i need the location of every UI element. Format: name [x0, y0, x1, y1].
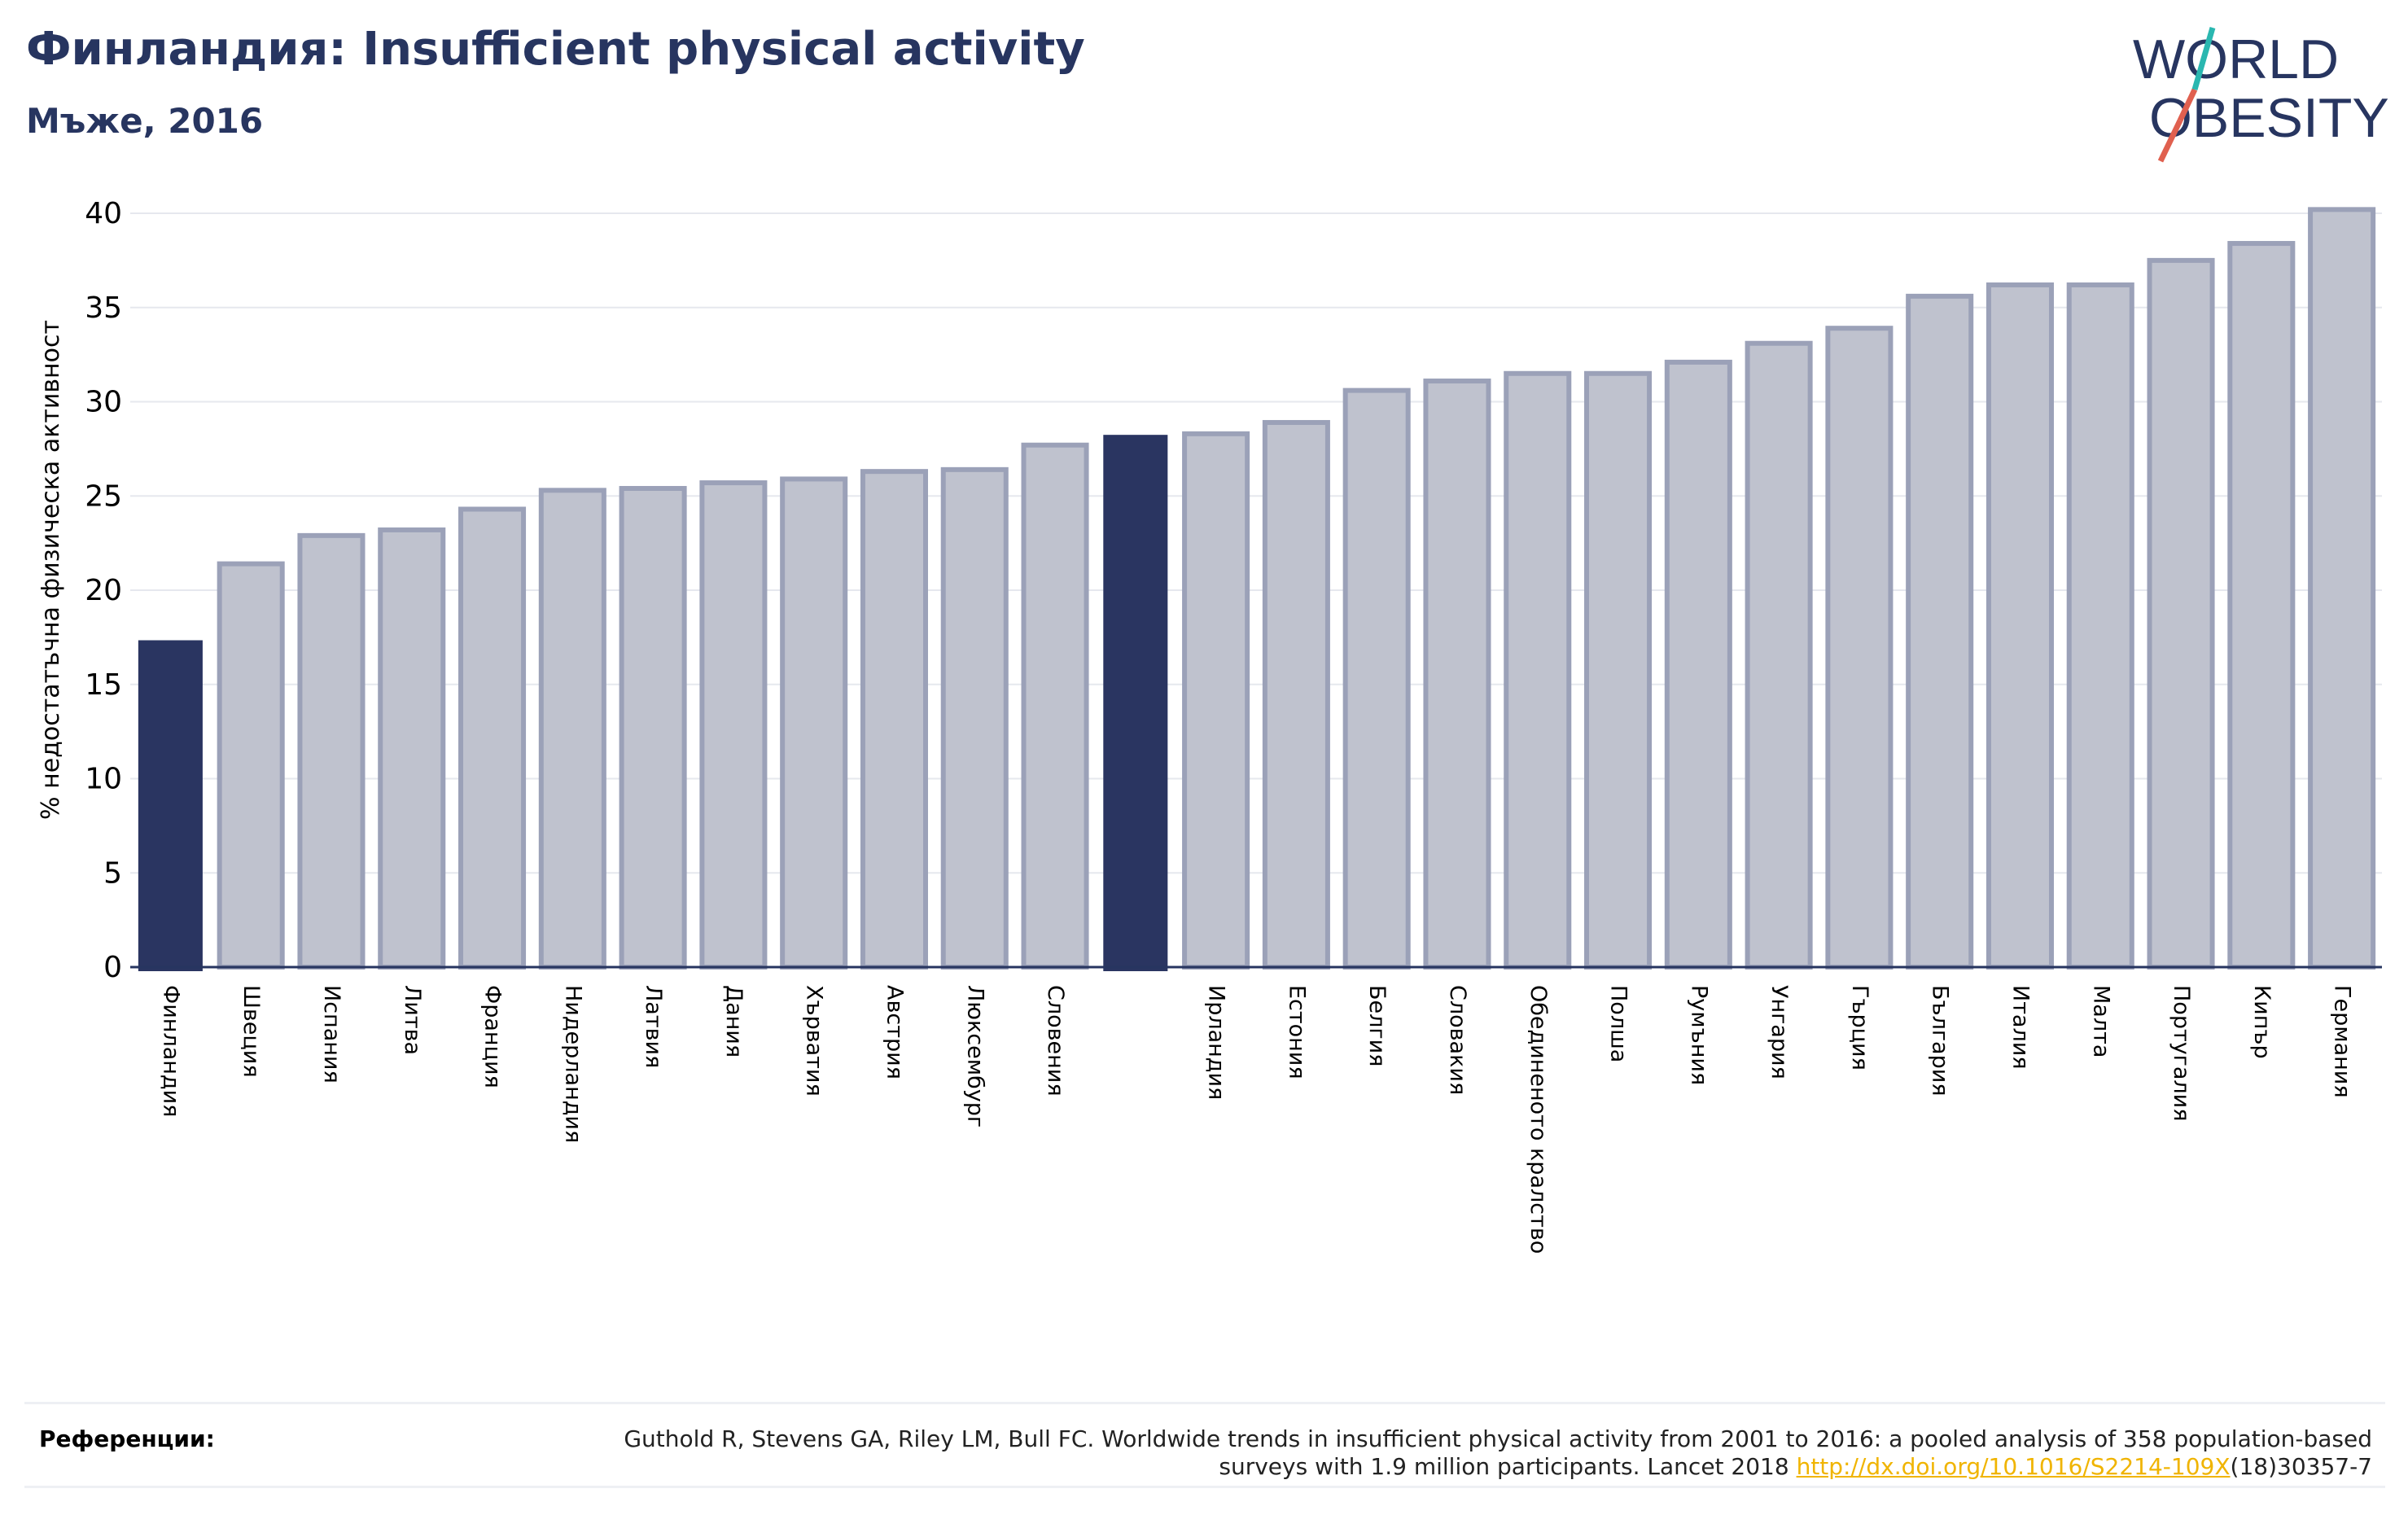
y-tick-label: 15 [85, 668, 122, 702]
world-obesity-logo: WORLD OBESITY [2133, 27, 2389, 163]
x-tick-label: Словакия [1445, 985, 1470, 1095]
reference-citation: Guthold R, Stevens GA, Riley LM, Bull FC… [624, 1425, 2372, 1480]
x-tick-label: Кипър [2249, 985, 2274, 1059]
x-tick-label: Германия [2330, 985, 2355, 1098]
references-panel: Референции: Guthold R, Stevens GA, Riley… [24, 1402, 2385, 1488]
bar-7 [699, 480, 768, 970]
x-tick-label: Дания [721, 985, 746, 1057]
x-tick-labels: Финландия Швеция Испания Литва Франция Нидерл… [158, 985, 2354, 1254]
reference-citation-end: (18)30357-7 [2230, 1453, 2372, 1480]
bar-23 [1986, 282, 2054, 970]
x-tick-label: Естония [1284, 985, 1309, 1079]
x-tick-label: Полша [1606, 985, 1631, 1062]
y-tick-label: 0 [103, 951, 122, 984]
x-tick-label: Унгария [1767, 985, 1792, 1079]
x-tick-label: Нидерландия [560, 985, 585, 1143]
logo-slash-red [2157, 119, 2183, 163]
y-tick-label: 25 [85, 479, 122, 513]
y-tick-label: 10 [85, 763, 122, 796]
bar-11 [1021, 442, 1089, 970]
x-tick-label: Румъния [1686, 985, 1711, 1085]
logo-slash-red-mid [2177, 88, 2198, 122]
bar-22 [1906, 293, 1974, 970]
bar-21 [1825, 326, 1894, 970]
bar-8 [780, 476, 848, 970]
bar-18 [1584, 370, 1653, 970]
bar-6 [619, 485, 687, 970]
bar-1 [217, 561, 285, 970]
y-tick-label: 30 [85, 386, 122, 419]
bar-3 [378, 527, 446, 970]
y-tick-label: 5 [103, 856, 122, 890]
x-tick-label: България [1928, 985, 1953, 1097]
bar-26 [2227, 241, 2296, 970]
bar-9 [860, 469, 928, 970]
reference-doi-link[interactable]: http://dx.doi.org/10.1016/S2214-109X [1796, 1453, 2231, 1480]
bar-25 [2147, 257, 2215, 970]
logo-line1: WORLD [2133, 28, 2339, 90]
x-tick-label: Хърватия [802, 985, 827, 1097]
references-label: Референции: [39, 1425, 215, 1452]
x-tick-label: Обединеното кралство [1526, 985, 1551, 1254]
x-tick-label: Швеция [239, 985, 264, 1078]
bar-5 [538, 488, 606, 970]
x-tick-label: Белгия [1364, 985, 1390, 1066]
bar-14 [1262, 419, 1330, 970]
bar-12 [1103, 435, 1168, 971]
bar-16 [1423, 379, 1491, 970]
x-tick-label: Франция [480, 985, 506, 1088]
references-text: Guthold R, Stevens GA, Riley LM, Bull FC… [581, 1425, 2372, 1481]
y-tick-labels: 0 5 10 15 20 25 30 35 40 [85, 197, 122, 984]
x-tick-label: Португалия [2169, 985, 2194, 1121]
x-tick-label: Латвия [641, 985, 666, 1068]
logo-slash-teal [2191, 27, 2216, 90]
bar-4 [458, 506, 527, 970]
x-tick-label: Словения [1043, 985, 1068, 1097]
bar-15 [1342, 387, 1411, 970]
chart-subtitle: Мъже, 2016 [26, 101, 264, 141]
bar-2 [297, 532, 366, 970]
bars [138, 207, 2376, 971]
x-tick-label: Литва [400, 985, 425, 1055]
y-tick-label: 20 [85, 574, 122, 607]
x-tick-label: Австрия [882, 985, 907, 1079]
x-tick-label: Испания [319, 985, 344, 1084]
x-tick-label: Ирландия [1204, 985, 1229, 1100]
x-tick-label: Италия [2007, 985, 2033, 1070]
bar-19 [1664, 359, 1732, 970]
bar-0 [138, 640, 203, 971]
x-tick-label: Люксембург [962, 985, 987, 1127]
bar-20 [1745, 340, 1813, 970]
x-tick-label: Малта [2088, 985, 2113, 1057]
bar-10 [940, 466, 1009, 970]
x-tick-label: Финландия [158, 985, 183, 1117]
bar-13 [1182, 431, 1250, 970]
y-tick-label: 40 [85, 197, 122, 230]
y-axis-label: % недостатъчна физическа активност [37, 320, 65, 820]
x-tick-label: Гърция [1847, 985, 1872, 1070]
chart-title: Финландия: Insufficient physical activit… [26, 23, 1085, 76]
bar-17 [1504, 370, 1572, 970]
bar-27 [2308, 207, 2376, 970]
y-tick-label: 35 [85, 291, 122, 325]
bar-24 [2066, 282, 2134, 970]
